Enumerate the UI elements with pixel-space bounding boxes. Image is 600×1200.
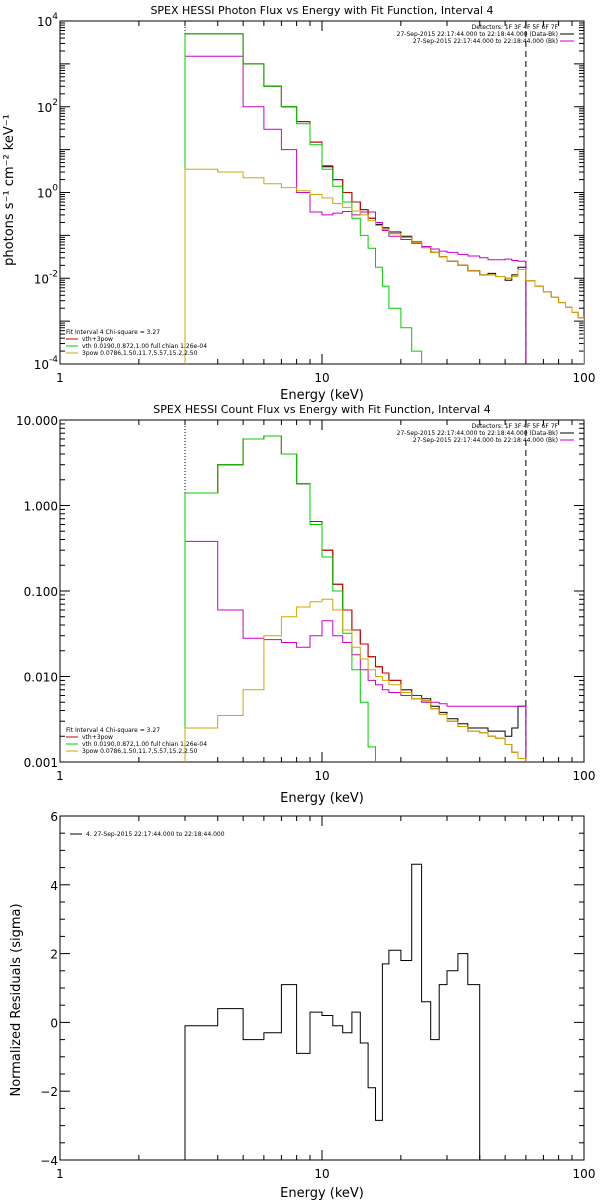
count-flux-ytick-label: 0.001 [24, 756, 58, 770]
count-flux-3pow-series-line [184, 598, 527, 762]
residuals-xtick-label: 100 [573, 1167, 596, 1181]
photon-flux-ytick-exponent: -2 [49, 269, 58, 279]
residuals-ytick-label: 4 [50, 879, 58, 893]
residuals-xtick-label: 1 [56, 1167, 64, 1181]
photon-flux-ytick-label: 10-4 [34, 355, 59, 372]
photon-flux-legend-right-entry: 27-Sep-2015 22:17:44.000 to 22:18:44.000… [413, 38, 558, 45]
photon-flux-legend-left-entry: Fit Interval 4 Chi-square = 3.27 [66, 329, 160, 336]
photon-flux-xtick-label: 10 [314, 371, 329, 385]
count-flux-legend-left-entry: 3pow 0.0786,1.50,11.7,5.57,15.2,2.50 [82, 748, 198, 755]
photon-flux-series-group [184, 33, 584, 364]
count-flux-data-bk-series-line [184, 435, 527, 762]
count-flux-legend-right-entry: 27-Sep-2015 22:17:44.000 to 22:18:44.000… [413, 437, 558, 444]
photon-flux-vth-3pow-series-line [184, 33, 584, 364]
photon-flux-title: SPEX HESSI Photon Flux vs Energy with Fi… [150, 4, 493, 17]
photon-flux-xtick-label: 100 [573, 371, 596, 385]
count-flux-ytick-label: 0.010 [24, 671, 58, 685]
photon-flux-ytick-exponent: 0 [52, 184, 58, 194]
count-flux-legend-right-entry: Detectors: 1F 3F 4F 5F 6F 7F [472, 423, 559, 430]
photon-flux-ytick-label: 10-2 [34, 269, 58, 286]
photon-flux-ytick-base: 10 [34, 272, 49, 286]
photon-flux-3pow-series-line [184, 168, 584, 364]
photon-flux-legend-right-entry: Detectors: 1F 3F 4F 5F 6F 7F [472, 24, 559, 31]
photon-flux-ytick-label: 104 [37, 12, 58, 29]
residuals-xlabel: Energy (keV) [280, 1186, 364, 1200]
residuals-ytick-label: 0 [50, 1016, 58, 1030]
count-flux-xtick-label: 100 [573, 769, 596, 783]
count-flux-panel: SPEX HESSI Count Flux vs Energy with Fit… [16, 403, 595, 806]
photon-flux-ytick-base: 10 [37, 101, 52, 115]
count-flux-xlabel: Energy (keV) [280, 791, 364, 806]
count-flux-ytick-label: 0.100 [24, 585, 58, 599]
count-flux-series-group [184, 435, 527, 762]
photon-flux-panel: SPEX HESSI Photon Flux vs Energy with Fi… [2, 4, 595, 403]
count-flux-legend-left-entry: vth+3pow [82, 734, 113, 741]
count-flux-frame [59, 419, 585, 763]
count-flux-legend-right-entry: 27-Sep-2015 22:17:44.000 to 22:18:44.000… [397, 430, 558, 437]
count-flux-title: SPEX HESSI Count Flux vs Energy with Fit… [153, 403, 490, 416]
photon-flux-ytick-base: 10 [37, 15, 52, 29]
residuals-ytick-label: 2 [50, 948, 58, 962]
photon-flux-vth-series-line [184, 33, 423, 364]
photon-flux-ytick-label: 100 [37, 184, 58, 201]
photon-flux-legend-right-entry: 27-Sep-2015 22:17:44.000 to 22:18:44.000… [397, 31, 558, 38]
count-flux-plot-area: 1 10 100 0.001 0.010 0.100 1.000 10.000 Detector… [16, 414, 595, 783]
photon-flux-ytick-exponent: 2 [52, 98, 58, 108]
photon-flux-xlabel: Energy (keV) [280, 388, 364, 403]
residuals-residual-series-line [184, 863, 481, 1160]
count-flux-xtick-label: 10 [314, 769, 329, 783]
photon-flux-bk-series-line [184, 55, 527, 364]
photon-flux-frame [59, 20, 585, 365]
residuals-ytick-label: 6 [50, 810, 58, 824]
residuals-frame [59, 815, 585, 1161]
residuals-ytick-label: −4 [40, 1154, 58, 1168]
photon-flux-data-bk-series-line [184, 33, 527, 364]
residuals-ylabel: Normalized Residuals (sigma) [9, 903, 24, 1096]
count-flux-vth-series-line [184, 435, 376, 762]
photon-flux-legend-left-entry: vth+3pow [82, 336, 113, 343]
residuals-plot-area: 1 10 100 −4 −2 0 2 4 6 4. 27-Sep-2015 22:17:44.00… [40, 810, 595, 1181]
count-flux-ytick-label: 1.000 [24, 500, 58, 514]
residuals-xtick-label: 10 [314, 1167, 329, 1181]
photon-flux-ylabel: photons s⁻¹ cm⁻² keV⁻¹ [2, 114, 17, 266]
residuals-legend-entry: 4. 27-Sep-2015 22:17:44.000 to 22:18:44.… [86, 831, 225, 838]
count-flux-legend-left-entry: Fit Interval 4 Chi-square = 3.27 [66, 727, 160, 734]
count-flux-ytick-label: 10.000 [16, 414, 58, 428]
photon-flux-ytick-label: 102 [37, 98, 58, 115]
photon-flux-xtick-label: 1 [56, 371, 64, 385]
residuals-series-group [184, 863, 481, 1160]
residuals-ytick-label: −2 [40, 1085, 58, 1099]
count-flux-legend-left-entry: vth 0.0190,0.872,1.00 full chian 1.26e-0… [82, 741, 207, 748]
residuals-panel: Energy (keV) Normalized Residuals (sigma… [9, 810, 595, 1200]
count-flux-xtick-label: 1 [56, 769, 64, 783]
count-flux-bk-series-line [184, 540, 527, 762]
photon-flux-ytick-exponent: 4 [52, 12, 58, 22]
photon-flux-ytick-base: 10 [34, 358, 49, 372]
photon-flux-legend-left-entry: vth 0.0190,0.872,1.00 full chian 1.26e-0… [82, 343, 207, 350]
photon-flux-ytick-exponent: -4 [49, 355, 58, 365]
photon-flux-legend-left-entry: 3pow 0.0786,1.50,11.7,5.57,15.2,2.50 [82, 350, 198, 357]
count-flux-vth-3pow-series-line [184, 435, 527, 762]
photon-flux-ytick-base: 10 [37, 187, 52, 201]
